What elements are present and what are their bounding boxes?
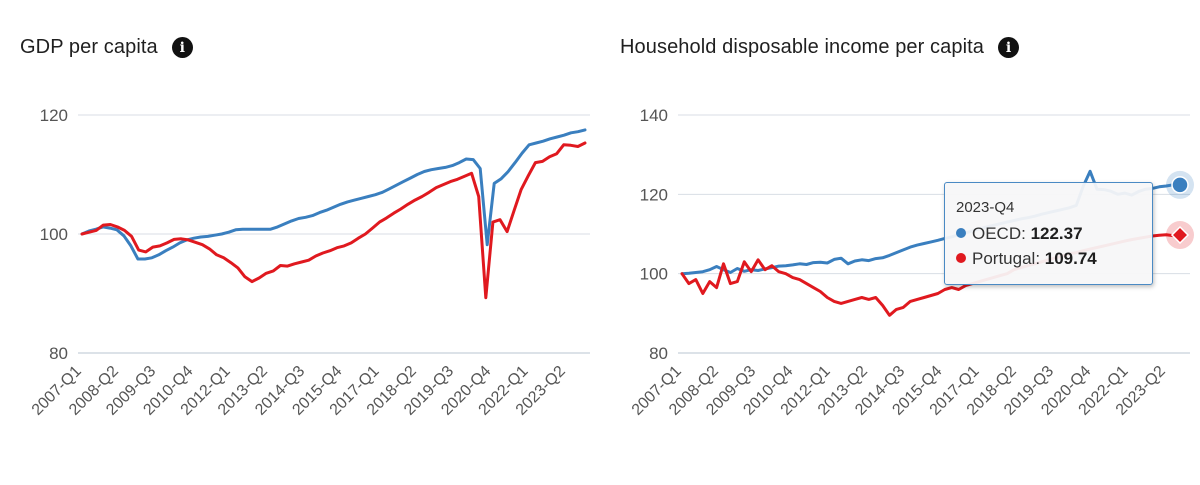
income-panel: Household disposable income per capita i… xyxy=(600,0,1200,485)
gdp-y-tick-label: 100 xyxy=(40,225,68,244)
income-y-tick-label: 140 xyxy=(640,106,668,125)
tooltip-portugal-label: Portugal: xyxy=(972,249,1045,268)
income-chart-title: Household disposable income per capita xyxy=(620,36,985,58)
income-panel-header: Household disposable income per capita i xyxy=(620,36,1020,59)
gdp-y-tick-label: 120 xyxy=(40,106,68,125)
gdp-series-portugal-line xyxy=(80,141,587,300)
income-y-tick-label: 100 xyxy=(640,265,668,284)
gdp-line-chart[interactable]: 801001202007-Q12008-Q22009-Q32010-Q42012… xyxy=(0,0,600,485)
income-portugal-highlight-marker xyxy=(1170,225,1190,245)
gdp-info-icon[interactable]: i xyxy=(171,37,193,58)
income-y-tick-label: 80 xyxy=(649,344,668,363)
tooltip-period: 2023-Q4 xyxy=(956,199,1015,216)
chart-tooltip: 2023-Q4 OECD: 122.37 Portugal: 109.74 xyxy=(944,182,1153,285)
gdp-panel-header: GDP per capita i xyxy=(20,36,193,59)
gdp-y-tick-label: 80 xyxy=(49,344,68,363)
oecd-legend-dot xyxy=(956,228,966,238)
income-line-chart[interactable]: 801001201402007-Q12008-Q22009-Q32010-Q42… xyxy=(600,0,1200,485)
gdp-chart-title: GDP per capita xyxy=(20,36,158,58)
tooltip-oecd-label: OECD: xyxy=(972,224,1031,243)
income-info-icon[interactable]: i xyxy=(998,37,1020,58)
tooltip-row-oecd: OECD: 122.37 xyxy=(956,221,1142,246)
tooltip-row-portugal: Portugal: 109.74 xyxy=(956,246,1142,271)
tooltip-oecd-value: 122.37 xyxy=(1030,224,1083,243)
gdp-series-oecd-line xyxy=(80,128,587,261)
tooltip-portugal-value: 109.74 xyxy=(1044,249,1097,268)
income-oecd-highlight-marker xyxy=(1171,176,1189,194)
portugal-legend-dot xyxy=(956,253,966,263)
gdp-panel: GDP per capita i 80 100 120 2007-Q1 2008-Q2 2… xyxy=(0,0,600,485)
income-y-tick-label: 120 xyxy=(640,185,668,204)
